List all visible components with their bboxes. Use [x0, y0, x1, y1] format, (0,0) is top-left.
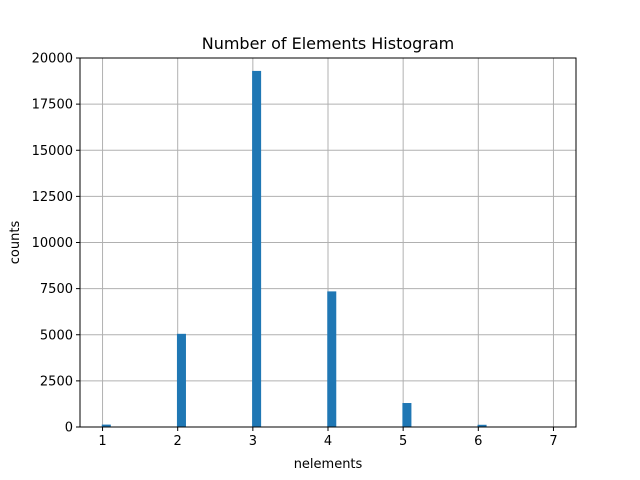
x-axis-ticks: 1 2 3 4 5 6 7 — [98, 427, 558, 449]
y-tick-label: 5000 — [40, 328, 73, 343]
y-axis-ticks: 0 2500 5000 7500 10000 12500 15000 17500 20000 — [32, 52, 80, 436]
bars — [101, 70, 487, 427]
x-tick-label: 7 — [549, 434, 557, 449]
x-axis-label: nelements — [294, 457, 363, 472]
histogram-bar — [176, 333, 186, 427]
x-tick-label: 3 — [249, 434, 257, 449]
y-axis-label: counts — [8, 221, 23, 265]
y-tick-label: 10000 — [32, 236, 73, 251]
y-tick-label: 2500 — [40, 374, 73, 389]
x-tick-label: 2 — [174, 434, 182, 449]
x-tick-label: 5 — [399, 434, 407, 449]
y-tick-label: 15000 — [32, 144, 73, 159]
histogram-bar — [327, 291, 337, 427]
x-tick-label: 4 — [324, 434, 332, 449]
y-tick-label: 12500 — [32, 190, 73, 205]
histogram-bar — [477, 424, 487, 427]
y-tick-label: 20000 — [32, 52, 73, 67]
histogram-bar — [402, 403, 412, 427]
y-tick-label: 17500 — [32, 98, 73, 113]
y-tick-label: 7500 — [40, 282, 73, 297]
x-tick-label: 1 — [98, 434, 106, 449]
x-tick-label: 6 — [474, 434, 482, 449]
histogram-bar — [252, 70, 262, 427]
grid — [80, 57, 576, 428]
histogram-bar — [101, 424, 111, 427]
y-tick-label: 0 — [65, 421, 73, 436]
chart-title: Number of Elements Histogram — [202, 34, 455, 53]
